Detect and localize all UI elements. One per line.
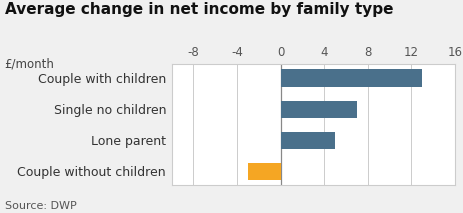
Bar [280, 101, 356, 118]
Bar [280, 69, 421, 86]
Text: Source: DWP: Source: DWP [5, 201, 76, 211]
Bar [247, 163, 280, 180]
Bar [280, 132, 334, 149]
Text: Average change in net income by family type: Average change in net income by family t… [5, 2, 392, 17]
Text: £/month: £/month [5, 58, 54, 71]
